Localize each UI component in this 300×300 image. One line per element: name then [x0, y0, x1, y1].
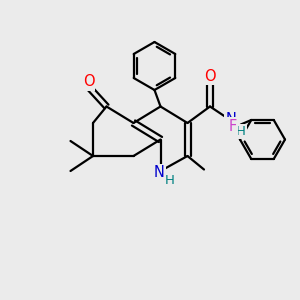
- Text: F: F: [228, 118, 236, 134]
- Text: O: O: [204, 69, 216, 84]
- Text: H: H: [236, 124, 246, 138]
- Text: O: O: [83, 74, 94, 89]
- Text: H: H: [165, 174, 174, 188]
- Text: N: N: [226, 112, 236, 128]
- Text: N: N: [154, 165, 164, 180]
